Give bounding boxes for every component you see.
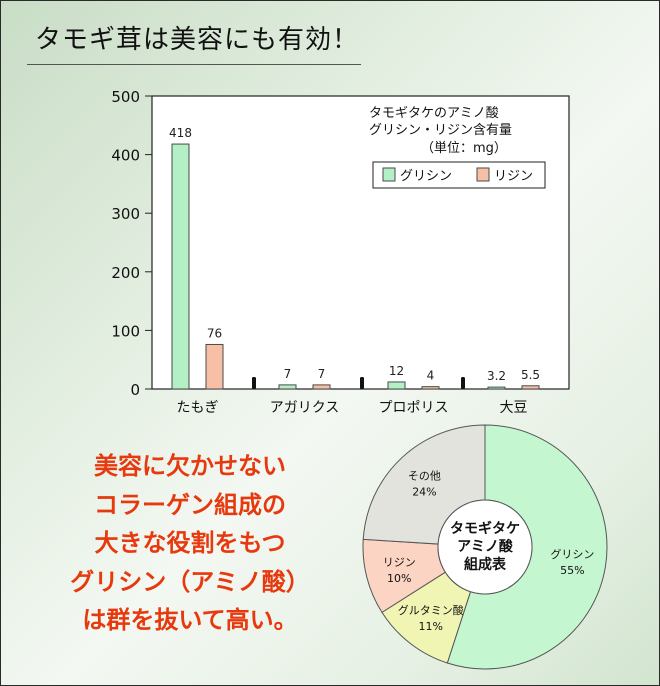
y-tick-label: 100 [111,322,140,340]
catchcopy-line-1: 美容に欠かせない [94,452,286,480]
donut-center-label: 組成表 [464,556,507,573]
chart-title-line-2: グリシン・リジン含有量 [369,122,512,138]
bar-グリシン [278,384,297,390]
axis-break-mark [252,377,256,389]
axis-break-mark [461,377,465,389]
bar-グリシン [487,386,506,390]
y-tick-label: 300 [111,205,140,223]
legend-swatch [476,167,490,182]
bar-value-label: 7 [284,367,292,381]
catchcopy-line-2: コラーゲン組成の [94,490,286,519]
bar-グリシン [171,143,190,390]
bar-value-label: 4 [427,369,435,383]
catchcopy-line-3: 大きな役割をもつ [94,529,286,557]
x-category-label: アガリクス [270,400,340,416]
bar-リジン [312,384,331,390]
y-tick-label: 200 [111,264,140,282]
legend-label: リジン [494,169,533,184]
x-category-label: 大豆 [500,400,528,416]
axis-break-mark [360,377,364,389]
headline: タモギ茸は美容にも有効！ [35,25,360,55]
pie-slice-percent: 10% [387,572,411,585]
plot-area [151,95,570,390]
donut-center-label: タモギタケ [450,520,520,537]
pie-slice-percent: 55% [560,564,584,577]
catchcopy: 美容に欠かせない コラーゲン組成の 大きな役割をもつ グリシン（アミノ酸） は群… [49,447,331,640]
pie-slice-percent: 11% [419,620,443,633]
headline-rule [27,64,361,65]
bar-value-label: 76 [207,326,222,340]
legend-box [372,161,546,189]
catchcopy-line-5: は群を抜いて高い。 [82,606,298,634]
legend-swatch [382,167,396,182]
donut-center [437,499,533,595]
donut-center-label: アミノ酸 [457,538,514,555]
bar-value-label: 418 [169,126,192,140]
chart-title-line-1: タモギタケのアミノ酸 [369,106,499,121]
legend-label: グリシン [400,169,452,184]
pie-slice-label: グリシン [550,547,594,561]
pie-slice-label: リジン [383,556,416,569]
bar-リジン [521,385,540,390]
pie-slice-label: その他 [408,469,441,482]
bar-リジン [421,386,440,390]
y-tick-label: 500 [111,88,140,106]
x-category-label: たもぎ [177,400,219,416]
catchcopy-line-4: グリシン（アミノ酸） [70,567,310,596]
pie-slice-label: グルタミン酸 [398,603,464,617]
y-tick-label: 0 [130,381,140,399]
bar-リジン [205,343,224,390]
pie-slice-percent: 24% [412,485,436,498]
bar-value-label: 3.2 [487,369,506,383]
bar-value-label: 7 [318,367,326,381]
bar-value-label: 12 [389,364,404,378]
chart-unit: （単位：mg） [421,140,507,156]
bar-グリシン [387,381,406,390]
y-tick-label: 400 [111,147,140,165]
bar-value-label: 5.5 [521,368,540,382]
x-category-label: プロポリス [379,400,449,416]
bar-chart: 0 100 200 300 400 500 418 76 たもぎ 7 7 アガリクス 12 4 プロポリス 3… [111,88,570,416]
